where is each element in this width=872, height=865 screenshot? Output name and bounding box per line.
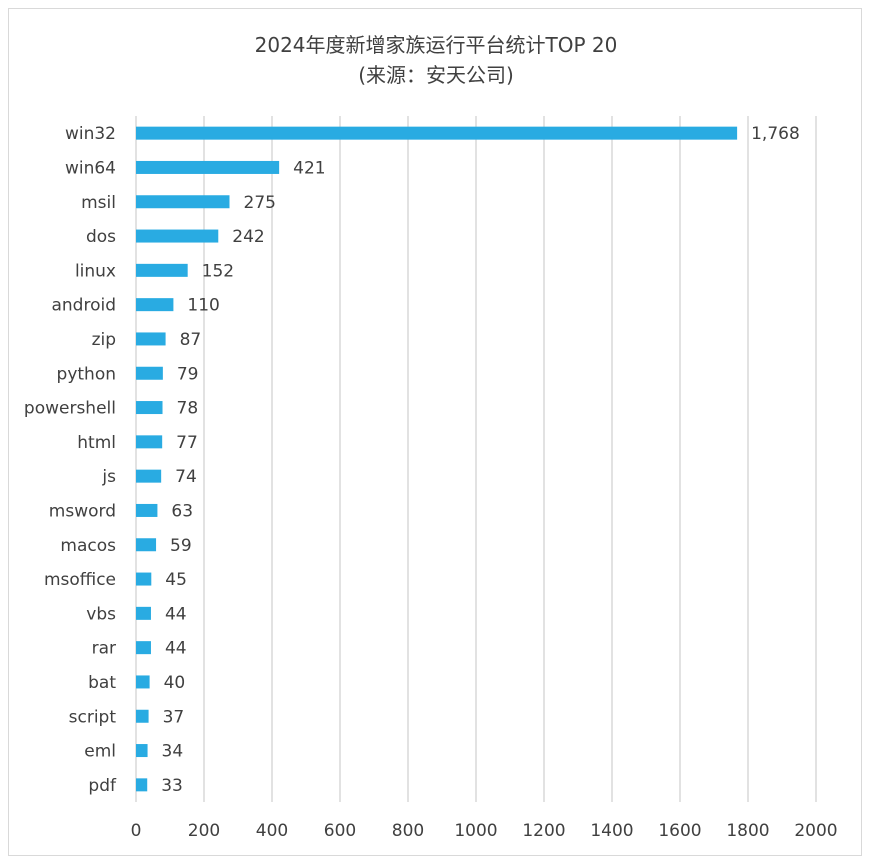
category-labels: win32 win64 msil dos linux android zip python po… [24,124,117,796]
value-label: 87 [180,330,202,350]
gridlines [135,116,817,802]
x-tick-label: 800 [392,821,424,841]
bar [136,744,148,758]
category-label: powershell [24,399,116,419]
value-label: 242 [232,227,264,247]
x-axis-tick-labels: 0 200 400 600 800 1000 1200 1400 1600 1800 2000 [131,821,838,841]
category-label: android [51,296,116,316]
bar [136,503,158,517]
value-label: 1,768 [751,124,800,144]
value-label: 110 [187,296,219,316]
category-label: win64 [65,158,116,178]
chart-title: 2024年度新增家族运行平台统计TOP 20 [254,33,618,57]
category-label: python [57,364,116,384]
bar [136,606,151,620]
category-label: dos [86,227,116,247]
value-labels: 1,768 421 275 242 152 110 87 79 78 77 74 63 59 45 44 44… [161,124,800,796]
category-label: linux [75,261,116,281]
bar [136,195,230,209]
category-label: msil [81,193,116,213]
value-label: 34 [162,742,184,762]
category-label: eml [84,742,116,762]
bars [136,126,738,792]
bar [136,366,163,380]
x-tick-label: 400 [256,821,288,841]
x-tick-label: 1400 [590,821,633,841]
category-label: pdf [88,776,117,796]
value-label: 63 [171,501,193,521]
bar [136,709,149,723]
bar [136,298,174,312]
category-label: msoffice [44,570,116,590]
bar [136,435,163,449]
value-label: 77 [176,433,198,453]
value-label: 45 [165,570,187,590]
value-label: 152 [202,261,234,281]
bar [136,401,163,415]
bar [136,160,280,174]
chart-subtitle: (来源：安天公司) [358,63,514,87]
value-label: 74 [175,467,197,487]
bar [136,126,738,140]
bar [136,778,148,792]
value-label: 275 [244,193,276,213]
x-tick-label: 0 [131,821,142,841]
value-label: 59 [170,536,192,556]
x-tick-label: 1800 [726,821,769,841]
value-label: 40 [164,673,186,693]
category-label: win32 [65,124,116,144]
chart-frame [8,8,862,856]
x-tick-label: 200 [188,821,220,841]
bar [136,263,188,277]
bar [136,469,162,483]
x-tick-label: 600 [324,821,356,841]
value-label: 79 [177,364,199,384]
category-label: macos [60,536,116,556]
category-label: html [77,433,116,453]
x-tick-label: 1000 [454,821,497,841]
x-tick-label: 2000 [794,821,837,841]
value-label: 44 [165,639,187,659]
value-label: 33 [161,776,183,796]
category-label: zip [92,330,116,350]
category-label: rar [92,639,116,659]
category-label: script [69,707,117,727]
category-label: msword [49,501,116,521]
bar [136,229,219,243]
value-label: 44 [165,604,187,624]
x-tick-label: 1600 [658,821,701,841]
value-label: 421 [293,158,325,178]
category-label: vbs [86,604,116,624]
category-label: js [101,467,116,487]
bar [136,675,150,689]
value-label: 78 [177,399,199,419]
bar [136,538,157,552]
bar [136,332,166,346]
category-label: bat [88,673,116,693]
bar [136,641,151,655]
x-tick-label: 1200 [522,821,565,841]
bar [136,572,152,586]
value-label: 37 [163,707,185,727]
